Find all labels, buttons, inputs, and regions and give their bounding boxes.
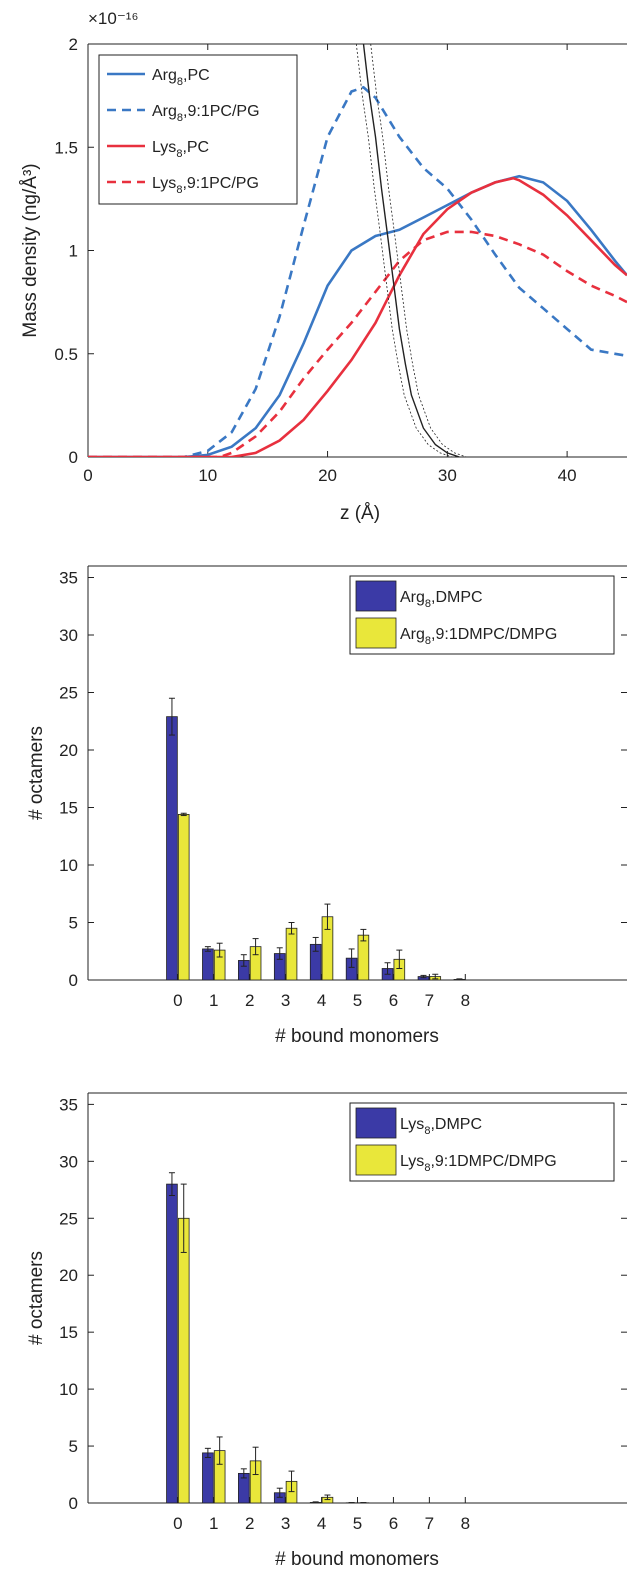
x-tick-label: 3: [281, 1514, 290, 1533]
legend-label: Arg8,PC: [152, 67, 210, 88]
x-tick-label: 40: [558, 466, 577, 485]
y-tick-label: 2: [69, 35, 78, 54]
x-tick-label: 5: [353, 1514, 362, 1533]
x-tick-label: 4: [317, 1514, 326, 1533]
legend-label: Arg8,DMPC: [400, 589, 483, 610]
x-tick-label: 8: [461, 991, 470, 1010]
y-axis-label: Mass density (ng/Å³): [20, 163, 41, 337]
y-tick-label: 20: [59, 741, 78, 760]
y-tick-label: 25: [59, 1209, 78, 1228]
bar: [177, 1217, 190, 1504]
y-tick-label: 10: [59, 856, 78, 875]
series-group: [88, 44, 627, 457]
x-tick-label: 10: [198, 466, 217, 485]
bar: [285, 927, 298, 981]
legend-box: [98, 54, 298, 205]
bar: [357, 934, 370, 981]
y-tick-label: 0: [69, 1494, 78, 1513]
legend: Lys8,DMPC Lys8,9:1DMPC/DMPG: [349, 1102, 615, 1182]
y-tick-label: 25: [59, 684, 78, 703]
membrane-error-line: [370, 44, 467, 457]
x-tick-label: 7: [425, 1514, 434, 1533]
x-tick-label: 8: [461, 1514, 470, 1533]
bar: [166, 716, 178, 981]
x-tick-label: 2: [245, 991, 254, 1010]
x-tick-label: 7: [425, 991, 434, 1010]
y-tick-label: 20: [59, 1266, 78, 1285]
legend-label: Lys8,PC: [152, 139, 209, 160]
y-tick-label: 35: [59, 1095, 78, 1114]
series-line: [88, 230, 627, 457]
legend-label: Arg8,9:1DMPC/DMPG: [400, 626, 557, 647]
legend-swatch: [355, 580, 397, 612]
legend-swatch: [355, 1107, 397, 1139]
x-tick-label: 5: [353, 991, 362, 1010]
membrane-density-line: [362, 44, 460, 457]
legend: Arg8,DMPC Arg8,9:1DMPC/DMPG: [349, 575, 615, 655]
x-tick-label: 3: [281, 991, 290, 1010]
x-tick-label: 20: [318, 466, 337, 485]
bar: [202, 948, 214, 981]
y-exponent-label: ×10⁻¹⁶: [88, 9, 138, 28]
bar: [202, 1452, 214, 1504]
y-axis-label: # octamers: [26, 1251, 47, 1345]
legend-label: Lys8,DMPC: [400, 1116, 482, 1137]
legend-label: Lys8,9:1PC/PG: [152, 175, 259, 196]
x-tick-label: 2: [245, 1514, 254, 1533]
y-tick-label: 30: [59, 626, 78, 645]
x-tick-label: 0: [173, 1514, 182, 1533]
y-tick-label: 15: [59, 1323, 78, 1342]
x-tick-label: 4: [317, 991, 326, 1010]
legend: Arg8,PC Arg8,9:1PC/PG Lys8,PC Lys8,9:1PC/PG: [98, 54, 298, 205]
y-tick-label: 5: [69, 1437, 78, 1456]
y-tick-label: 0: [69, 448, 78, 467]
x-axis-label: # bound monomers: [275, 1549, 439, 1570]
legend-swatch: [355, 1144, 397, 1176]
arg-bar-panel: 0 5 10 15 20 25 30 35 0 1 2 3 4 5 6 7 8 # bound monomers #…: [26, 565, 627, 1047]
x-tick-label: 0: [83, 466, 92, 485]
legend-label: Lys8,9:1DMPC/DMPG: [400, 1153, 557, 1174]
bar: [166, 1183, 178, 1504]
y-tick-label: 30: [59, 1152, 78, 1171]
density-panel: 0 10 20 30 40 0 0.5 1 1.5 2 ×10⁻¹⁶ z (Å) Mass densit…: [20, 9, 627, 524]
x-tick-label: 0: [173, 991, 182, 1010]
y-tick-label: 5: [69, 914, 78, 933]
y-tick-label: 0: [69, 971, 78, 990]
lys-bar-panel: 0 5 10 15 20 25 30 35 0 1 2 3 4 5 6 7 8 # bound monomers #…: [26, 1092, 627, 1570]
x-tick-label: 1: [209, 991, 218, 1010]
y-axis-label: # octamers: [26, 726, 47, 820]
bar: [177, 814, 190, 981]
x-tick-label: 1: [209, 1514, 218, 1533]
x-tick-label: 30: [438, 466, 457, 485]
membrane-error-line: [355, 44, 453, 457]
y-tick-label: 10: [59, 1380, 78, 1399]
series-line: [88, 176, 627, 457]
y-tick-label: 1: [69, 242, 78, 261]
y-tick-label: 15: [59, 799, 78, 818]
x-axis-label: z (Å): [340, 503, 380, 524]
series-line: [88, 85, 627, 457]
y-tick-label: 1.5: [54, 138, 78, 157]
x-axis-label: # bound monomers: [275, 1026, 439, 1047]
series-line: [88, 174, 627, 457]
y-tick-label: 35: [59, 569, 78, 588]
legend-swatch: [355, 617, 397, 649]
legend-label: Arg8,9:1PC/PG: [152, 103, 260, 124]
x-tick-label: 6: [389, 1514, 398, 1533]
y-tick-label: 0.5: [54, 345, 78, 364]
x-tick-label: 6: [389, 991, 398, 1010]
